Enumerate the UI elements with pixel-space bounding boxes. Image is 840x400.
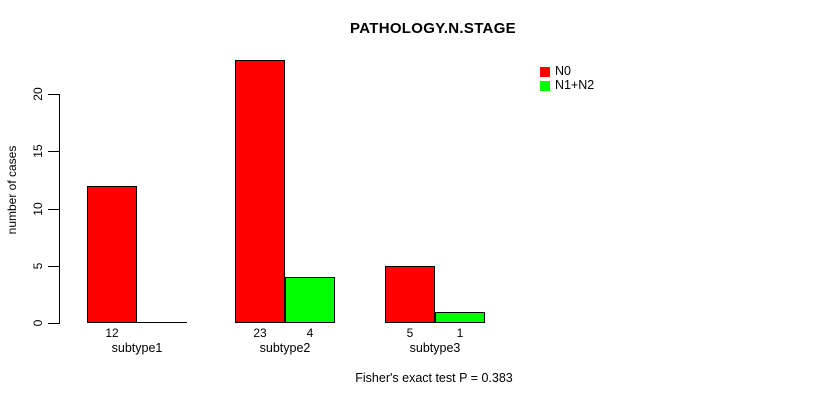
- legend-label-n1n2: N1+N2: [555, 78, 595, 92]
- y-axis-tick: [48, 323, 60, 324]
- legend: N0 N1+N2: [540, 64, 595, 94]
- bar-n0-subtype2: [235, 59, 285, 323]
- bar-n1n2-subtype1-zero: [137, 322, 187, 323]
- bar-value-label: 12: [105, 326, 119, 340]
- bar-n1n2-subtype2: [285, 277, 335, 323]
- bar-n0-subtype1: [87, 185, 137, 323]
- y-axis-tick-label: 0: [31, 319, 45, 327]
- x-category-label-subtype1: subtype1: [111, 341, 163, 355]
- legend-item-n1n2: N1+N2: [540, 78, 595, 92]
- y-axis-tick: [48, 151, 60, 153]
- annotation-fishers-test: Fisher's exact test P = 0.383: [355, 371, 513, 385]
- x-category-label-subtype3: subtype3: [409, 341, 461, 355]
- legend-label-n0: N0: [555, 64, 571, 78]
- bar-value-label: 5: [406, 326, 414, 340]
- y-axis-title: number of cases: [5, 145, 19, 235]
- y-axis-tick-label: 10: [31, 201, 45, 216]
- bar-n0-subtype3: [385, 265, 435, 323]
- y-axis-tick: [48, 265, 60, 267]
- y-axis-tick: [48, 94, 60, 95]
- y-axis-tick: [48, 208, 60, 210]
- x-category-label-subtype2: subtype2: [259, 341, 311, 355]
- legend-swatch-n1n2: [540, 80, 550, 91]
- y-axis-tick-label: 15: [31, 144, 45, 158]
- legend-swatch-n0: [540, 66, 550, 77]
- y-axis-tick-label: 5: [31, 262, 45, 270]
- bar-value-label: 4: [306, 326, 314, 340]
- legend-item-n0: N0: [540, 64, 594, 78]
- y-axis-tick-label: 20: [31, 87, 45, 101]
- bar-n1n2-subtype3: [435, 311, 485, 323]
- bar-value-label: 23: [253, 326, 267, 340]
- bar-value-label: 1: [456, 326, 464, 340]
- chart-title: PATHOLOGY.N.STAGE: [350, 20, 516, 37]
